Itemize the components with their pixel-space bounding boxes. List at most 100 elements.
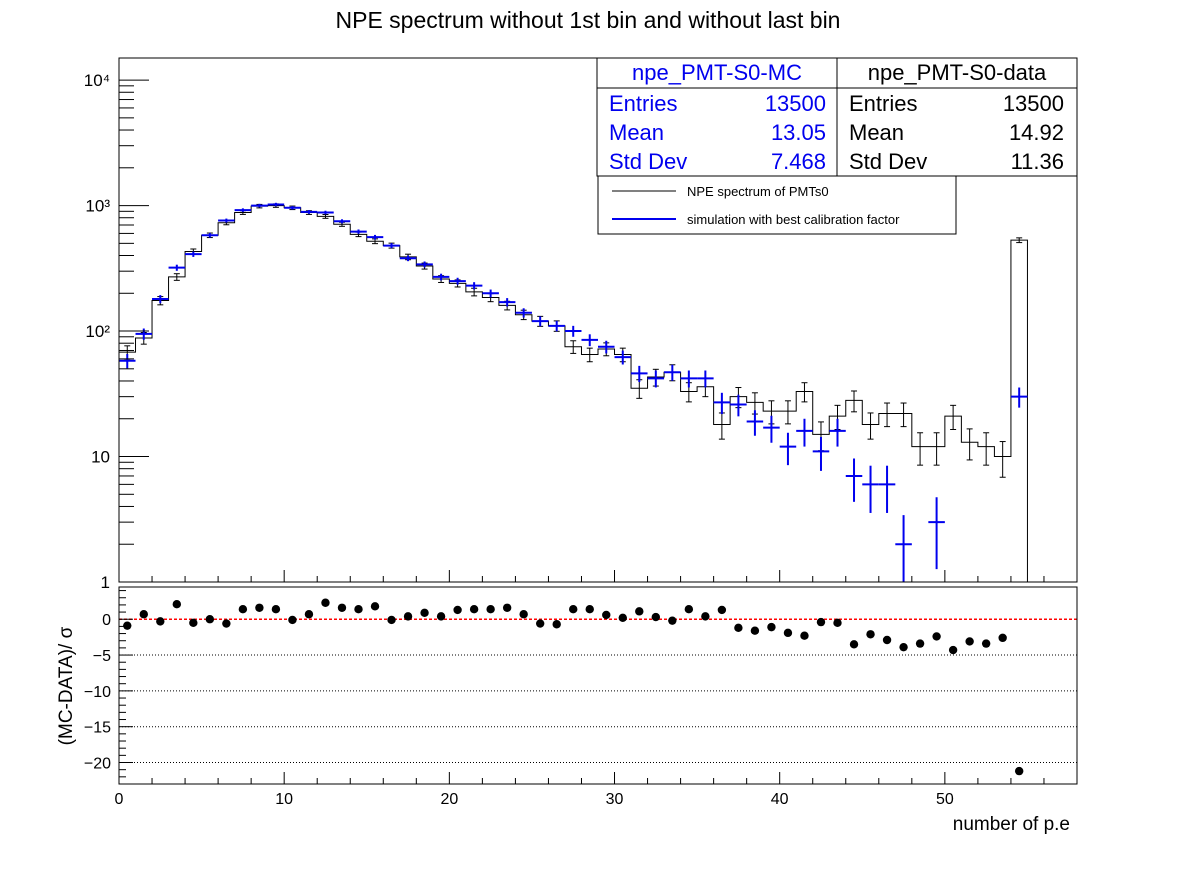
- stats-box-data: npe_PMT-S0-data Entries 13500 Mean 14.92…: [836, 57, 1078, 177]
- residual-point: [222, 619, 231, 628]
- stats-mc-name: npe_PMT-S0-MC: [632, 60, 802, 85]
- residual-point: [172, 599, 182, 609]
- residual-point: [535, 619, 545, 628]
- stats-mc-std: 7.468: [771, 149, 826, 174]
- residual-point: [403, 612, 413, 621]
- x-tick-label: 50: [936, 791, 954, 808]
- residual-point: [370, 602, 380, 611]
- residual-point: [502, 603, 512, 612]
- stats-data-entries-label: Entries: [849, 91, 917, 116]
- residual-point: [189, 618, 198, 628]
- x-tick-label: 0: [115, 791, 124, 808]
- stats-box-mc: npe_PMT-S0-MC Entries 13500 Mean 13.05 S…: [596, 57, 838, 177]
- x-tick-label: 10: [275, 791, 293, 808]
- residual-point: [651, 612, 661, 622]
- residual-point: [866, 630, 875, 639]
- stats-mc-entries-label: Entries: [609, 91, 677, 116]
- residual-point: [783, 628, 793, 638]
- residual-point: [948, 645, 958, 655]
- residual-point: [833, 618, 842, 628]
- residual-point: [205, 615, 215, 624]
- residual-point: [123, 621, 132, 630]
- residual-point: [271, 605, 281, 614]
- x-tick-label: 40: [771, 791, 789, 808]
- residual-point: [816, 617, 826, 627]
- residual-point: [569, 605, 578, 614]
- residual-point: [717, 605, 727, 615]
- top-y-tick-label: 10: [91, 448, 110, 467]
- residual-point: [734, 623, 743, 633]
- stats-mc-mean: 13.05: [771, 120, 826, 145]
- residual-point: [998, 633, 1007, 643]
- x-tick-label: 30: [606, 791, 624, 808]
- residual-point: [602, 610, 611, 620]
- top-y-tick-label: 10³: [85, 197, 110, 216]
- bottom-y-tick-label: −15: [84, 720, 111, 737]
- residual-point: [981, 639, 991, 648]
- residual-point: [519, 610, 528, 619]
- bottom-panel-gridlines: [119, 618, 1077, 764]
- residual-point: [668, 616, 677, 625]
- bottom-y-tick-label: −5: [93, 648, 111, 665]
- residual-point: [684, 605, 694, 614]
- stats-mc-entries: 13500: [765, 91, 826, 116]
- top-panel-data: [119, 202, 1028, 582]
- x-tick-label: 20: [440, 791, 458, 808]
- stats-data-name: npe_PMT-S0-data: [868, 60, 1047, 85]
- residual-point: [965, 637, 974, 646]
- residual-point: [849, 640, 859, 649]
- residual-point: [436, 612, 446, 621]
- residual-point: [453, 605, 462, 615]
- residual-point: [420, 608, 429, 617]
- residual-point: [354, 605, 363, 614]
- residual-point: [552, 620, 561, 629]
- bottom-y-tick-label: −10: [84, 684, 111, 701]
- stats-data-std-label: Std Dev: [849, 149, 927, 174]
- stats-data-entries: 13500: [1003, 91, 1064, 116]
- residual-point: [238, 605, 248, 614]
- bottom-panel-frame: [118, 586, 1078, 785]
- axes: 1 10 10² 10³ 10⁴ 0 10 20 30 40 50 0 −5 −10 −15 −20: [84, 71, 1078, 808]
- x-axis-label: number of p.e: [953, 814, 1070, 835]
- residual-point: [304, 610, 314, 619]
- bottom-panel-data: [123, 598, 1024, 776]
- residual-point: [618, 613, 627, 623]
- chart-title: NPE spectrum without 1st bin and without…: [336, 7, 841, 33]
- residual-point: [899, 642, 908, 652]
- residual-point: [767, 622, 776, 632]
- residual-point: [932, 632, 941, 641]
- data-histogram-line: [119, 205, 1028, 582]
- bottom-y-tick-label: −20: [84, 756, 111, 773]
- residual-point: [387, 615, 396, 625]
- stats-data-std: 11.36: [1011, 149, 1064, 174]
- residual-point: [915, 639, 925, 648]
- legend: NPE spectrum of PMTs0 simulation with be…: [597, 175, 957, 235]
- y-axis-label: (MC-DATA)/ σ: [56, 626, 77, 745]
- residual-point: [486, 605, 495, 614]
- residual-point: [635, 607, 644, 616]
- legend-label-mc: simulation with best calibration factor: [687, 212, 900, 227]
- top-y-tick-label: 10²: [85, 322, 110, 341]
- residual-point: [1014, 766, 1024, 776]
- residual-point: [701, 612, 710, 621]
- residual-point: [585, 605, 594, 614]
- residual-point: [156, 617, 165, 626]
- residual-point: [255, 603, 264, 612]
- stats-mc-std-label: Std Dev: [609, 149, 687, 174]
- residual-point: [800, 631, 809, 640]
- residual-point: [750, 626, 760, 635]
- residual-point: [337, 603, 347, 612]
- residual-point: [469, 605, 479, 614]
- bottom-y-tick-label: 0: [102, 612, 111, 629]
- top-y-tick-label: 1: [101, 573, 110, 592]
- stats-data-mean: 14.92: [1009, 120, 1064, 145]
- residual-point: [321, 598, 330, 607]
- residual-point: [882, 635, 892, 645]
- residual-point: [288, 615, 297, 625]
- legend-label-data: NPE spectrum of PMTs0: [687, 184, 829, 199]
- top-y-tick-label: 10⁴: [84, 71, 110, 90]
- stats-data-mean-label: Mean: [849, 120, 904, 145]
- stats-mc-mean-label: Mean: [609, 120, 664, 145]
